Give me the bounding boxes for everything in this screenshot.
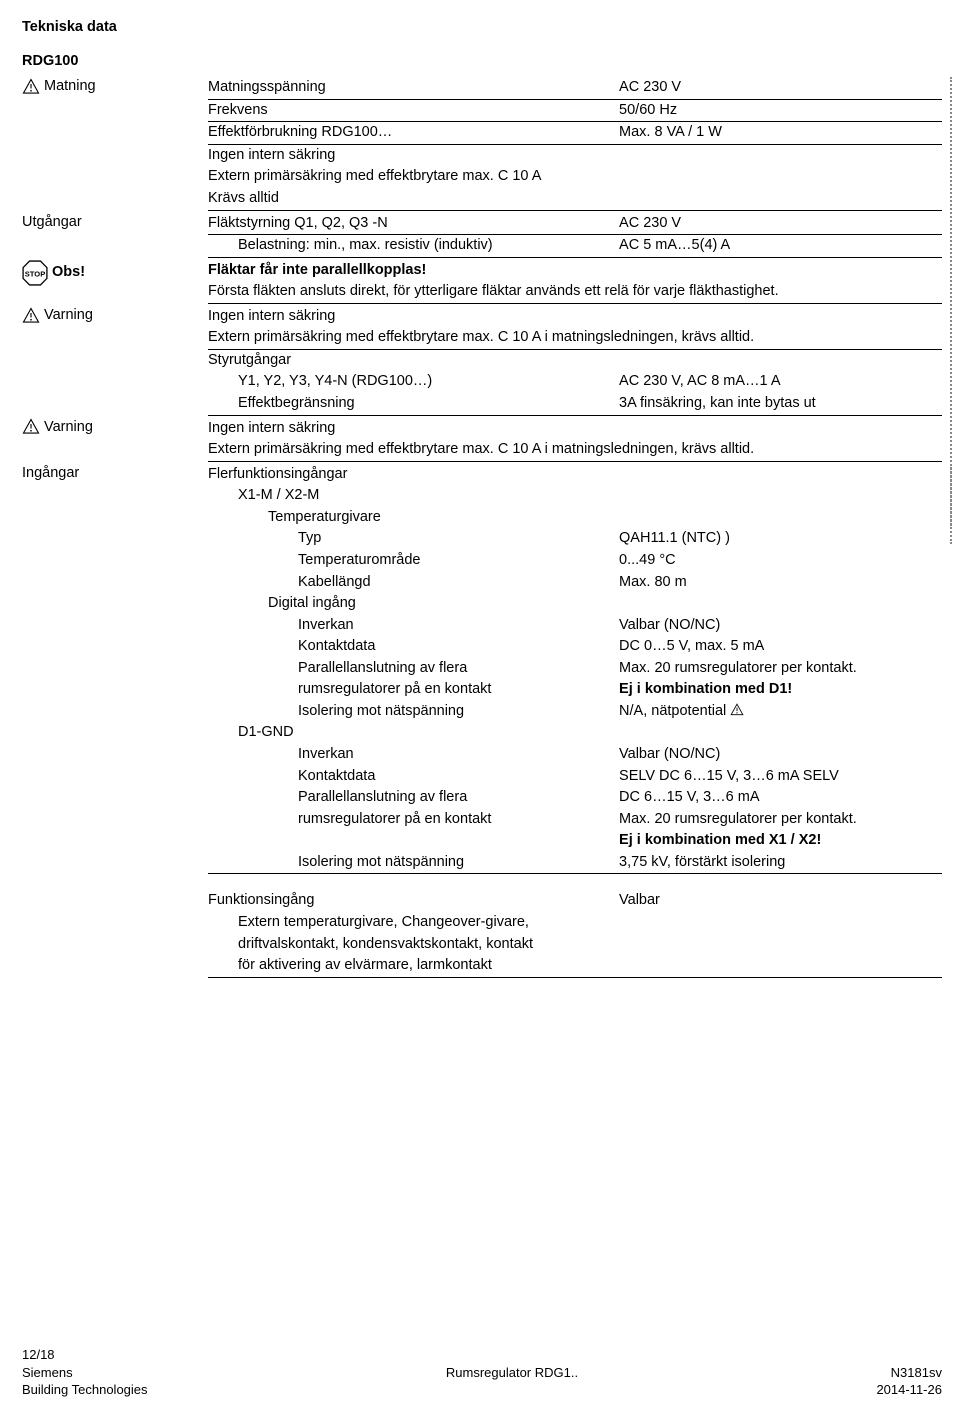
dotted-marker (950, 464, 952, 544)
warning-icon (22, 307, 40, 325)
section-label: Obs! (52, 263, 85, 283)
spec-note: Digital ingång (208, 594, 942, 614)
spec-value: AC 5 mA…5(4) A (619, 236, 942, 256)
spec-value: DC 0…5 V, max. 5 mA (619, 637, 942, 657)
spec-key: Kontaktdata (208, 767, 619, 787)
footer-brand: Siemens (22, 1364, 148, 1382)
spec-key: Funktionsingång (208, 891, 619, 911)
spec-value: DC 6…15 V, 3…6 mA (619, 788, 942, 808)
spec-value: AC 230 V (619, 78, 942, 98)
spec-note: D1-GND (208, 723, 942, 743)
spec-key: Typ (208, 529, 619, 549)
spec-key: Isolering mot nätspänning (208, 702, 619, 722)
warning-icon (22, 418, 40, 436)
warning-icon (730, 703, 744, 717)
spec-value: Valbar (NO/NC) (619, 745, 942, 765)
spec-key: Parallellanslutning av flera (208, 788, 619, 808)
spec-note: Ingen intern säkring (208, 146, 942, 166)
section-label: Matning (44, 77, 96, 97)
spec-value: Max. 20 rumsregulatorer per kontakt. (619, 659, 942, 679)
spec-value: AC 230 V, AC 8 mA…1 A (619, 372, 942, 392)
footer-unit: Building Technologies (22, 1381, 148, 1399)
spec-value: 3A finsäkring, kan inte bytas ut (619, 394, 942, 414)
section-label: Utgångar (22, 214, 82, 230)
spec-key: Frekvens (208, 101, 619, 121)
page-footer: 12/18 Siemens Building Technologies Rums… (0, 1340, 960, 1409)
footer-date: 2014-11-26 (876, 1381, 942, 1399)
section-label: Ingångar (22, 465, 79, 481)
spec-value: Valbar (619, 891, 942, 911)
spec-key: Inverkan (208, 616, 619, 636)
spec-key: rumsregulatorer på en kontakt (208, 810, 619, 830)
footer-page: 12/18 (22, 1346, 148, 1364)
spec-note: Extern primärsäkring med effektbrytare m… (208, 328, 942, 348)
spec-key: Isolering mot nätspänning (208, 853, 619, 873)
spec-key: Y1, Y2, Y3, Y4-N (RDG100…) (208, 372, 619, 392)
spec-key (208, 831, 619, 851)
section-label: Varning (44, 418, 93, 438)
spec-value: Ej i kombination med D1! (619, 680, 942, 700)
spec-value: AC 230 V (619, 214, 942, 234)
spec-value: Valbar (NO/NC) (619, 616, 942, 636)
spec-value: 0...49 °C (619, 551, 942, 571)
spec-key: Effektförbrukning RDG100… (208, 123, 619, 143)
spec-note: driftvalskontakt, kondensvaktskontakt, k… (208, 935, 942, 955)
spec-note: Första fläkten ansluts direkt, för ytter… (208, 282, 942, 302)
spec-key: Temperaturområde (208, 551, 619, 571)
footer-title: Rumsregulator RDG1.. (446, 1364, 578, 1382)
spec-key: Fläktstyrning Q1, Q2, Q3 -N (208, 214, 619, 234)
dotted-marker (950, 77, 952, 462)
spec-value: 50/60 Hz (619, 101, 942, 121)
spec-note: Extern temperaturgivare, Changeover-giva… (208, 913, 942, 933)
spec-key: Parallellanslutning av flera (208, 659, 619, 679)
spec-note: X1-M / X2-M (208, 486, 942, 506)
spec-value: Max. 20 rumsregulatorer per kontakt. (619, 810, 942, 830)
spec-value: SELV DC 6…15 V, 3…6 mA SELV (619, 767, 942, 787)
spec-note: Flerfunktionsingångar (208, 465, 942, 485)
spec-note: Temperaturgivare (208, 508, 942, 528)
spec-key: Inverkan (208, 745, 619, 765)
spec-key: Matningsspänning (208, 78, 619, 98)
model-heading: RDG100 (22, 52, 942, 72)
spec-note: Styrutgångar (208, 351, 942, 371)
spec-note: Krävs alltid (208, 189, 942, 209)
spec-value: 3,75 kV, förstärkt isolering (619, 853, 942, 873)
footer-doc: N3181sv (876, 1364, 942, 1382)
spec-value: Max. 8 VA / 1 W (619, 123, 942, 143)
spec-key: Kabellängd (208, 573, 619, 593)
spec-note: Extern primärsäkring med effektbrytare m… (208, 440, 942, 460)
spec-note: för aktivering av elvärmare, larmkontakt (208, 956, 942, 976)
spec-key: Effektbegränsning (208, 394, 619, 414)
stop-icon (22, 260, 48, 286)
spec-value: N/A, nätpotential (619, 702, 942, 722)
spec-value: Max. 80 m (619, 573, 942, 593)
spec-value: QAH11.1 (NTC) ) (619, 529, 942, 549)
section-label: Varning (44, 306, 93, 326)
spec-key: Belastning: min., max. resistiv (indukti… (208, 236, 619, 256)
spec-key: Kontaktdata (208, 637, 619, 657)
spec-note: Fläktar får inte parallellkopplas! (208, 261, 942, 281)
spec-note: Ingen intern säkring (208, 419, 942, 439)
spec-note: Ingen intern säkring (208, 307, 942, 327)
spec-note: Extern primärsäkring med effektbrytare m… (208, 167, 942, 187)
warning-icon (22, 78, 40, 96)
spec-key: rumsregulatorer på en kontakt (208, 680, 619, 700)
page-title: Tekniska data (22, 18, 942, 38)
spec-value: Ej i kombination med X1 / X2! (619, 831, 942, 851)
